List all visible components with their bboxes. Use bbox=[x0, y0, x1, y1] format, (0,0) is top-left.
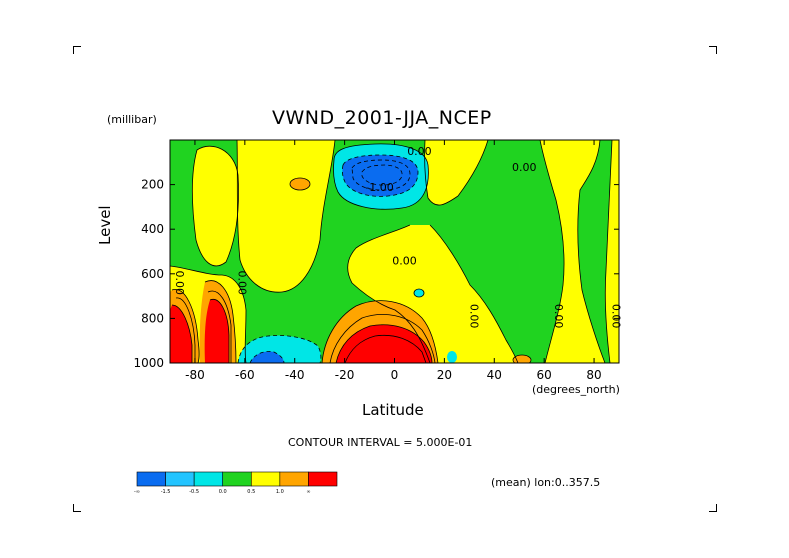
contour-label: -1.00 bbox=[365, 181, 393, 194]
contour-fill bbox=[170, 140, 619, 363]
corner-mark-bottom-left bbox=[73, 504, 81, 512]
y-tick-label: 800 bbox=[141, 311, 164, 325]
positive-region bbox=[237, 140, 335, 293]
y-tick-label: 200 bbox=[141, 178, 164, 192]
x-tick-label: -60 bbox=[235, 368, 255, 382]
contour-label: 0.00 bbox=[235, 270, 248, 295]
low-blob bbox=[447, 351, 457, 363]
low-blob bbox=[414, 289, 424, 297]
contour-label: 0.00 bbox=[552, 304, 565, 329]
contour-label: 0.00 bbox=[610, 304, 623, 329]
colorbar-label: 0.5 bbox=[247, 489, 255, 495]
contour-labels: 0.00 0.00 -1.00 0.00 0.00 0.00 0.00 0.00 0.00 bbox=[173, 145, 623, 328]
positive-region bbox=[347, 225, 518, 363]
colorbar-swatch bbox=[165, 471, 195, 487]
mean-longitude-label: (mean) lon:0..357.5 bbox=[491, 476, 601, 489]
x-tick-label: 60 bbox=[537, 368, 552, 382]
contour-interval-label: CONTOUR INTERVAL = 5.000E-01 bbox=[288, 436, 473, 449]
contour-label: 0.00 bbox=[407, 145, 432, 158]
x-tick-label: 0 bbox=[391, 368, 399, 382]
chart-title: VWND_2001-JJA_NCEP bbox=[272, 107, 492, 129]
contour-label: 0.00 bbox=[392, 254, 417, 267]
colorbar-swatch bbox=[308, 471, 338, 487]
colorbar-label: ∞ bbox=[306, 489, 310, 495]
low-region bbox=[342, 155, 418, 197]
colorbar-swatch bbox=[222, 471, 252, 487]
positive-region bbox=[540, 140, 605, 363]
contour-label: 0.00 bbox=[467, 304, 480, 329]
y-tick-label: 400 bbox=[141, 222, 164, 236]
low-region bbox=[250, 351, 284, 363]
colorbar-label: -0.5 bbox=[189, 489, 199, 495]
colorbar-swatch bbox=[136, 471, 166, 487]
y-axis-ticks: 200 400 600 800 1000 bbox=[133, 178, 619, 370]
colorbar-label: 0.0 bbox=[219, 489, 227, 495]
colorbar-swatch bbox=[193, 471, 224, 487]
high-region bbox=[204, 299, 229, 363]
colorbar-swatch bbox=[250, 471, 281, 487]
colorbar-label: -1.5 bbox=[161, 489, 171, 495]
corner-mark-top-right bbox=[709, 46, 717, 54]
colorbar-swatch bbox=[279, 471, 309, 487]
x-tick-label: 40 bbox=[487, 368, 502, 382]
contour-label: 0.00 bbox=[512, 161, 537, 174]
contour-label: 0.00 bbox=[173, 270, 186, 295]
positive-region bbox=[192, 146, 239, 266]
colorbar-label: 1.0 bbox=[276, 489, 284, 495]
x-axis-ticks: -80 -60 -40 -20 0 20 40 60 80 bbox=[185, 140, 602, 382]
corner-mark-bottom-right bbox=[709, 504, 717, 512]
corner-mark-top-left bbox=[73, 46, 81, 54]
high-region bbox=[170, 305, 192, 363]
positive-region bbox=[424, 140, 488, 206]
colorbar-label: -∞ bbox=[134, 489, 140, 495]
x-tick-label: 80 bbox=[586, 368, 601, 382]
y-axis-units: (millibar) bbox=[107, 113, 157, 126]
x-tick-label: -20 bbox=[335, 368, 355, 382]
x-tick-label: -40 bbox=[285, 368, 305, 382]
positive-blob bbox=[290, 178, 310, 190]
x-tick-label: -80 bbox=[185, 368, 205, 382]
y-tick-label: 1000 bbox=[133, 356, 164, 370]
x-axis-label: Latitude bbox=[362, 401, 424, 419]
x-axis-units: (degrees_north) bbox=[532, 383, 620, 396]
positive-region bbox=[605, 140, 619, 363]
high-region bbox=[336, 324, 432, 363]
x-tick-label: 20 bbox=[437, 368, 452, 382]
y-tick-label: 600 bbox=[141, 267, 164, 281]
